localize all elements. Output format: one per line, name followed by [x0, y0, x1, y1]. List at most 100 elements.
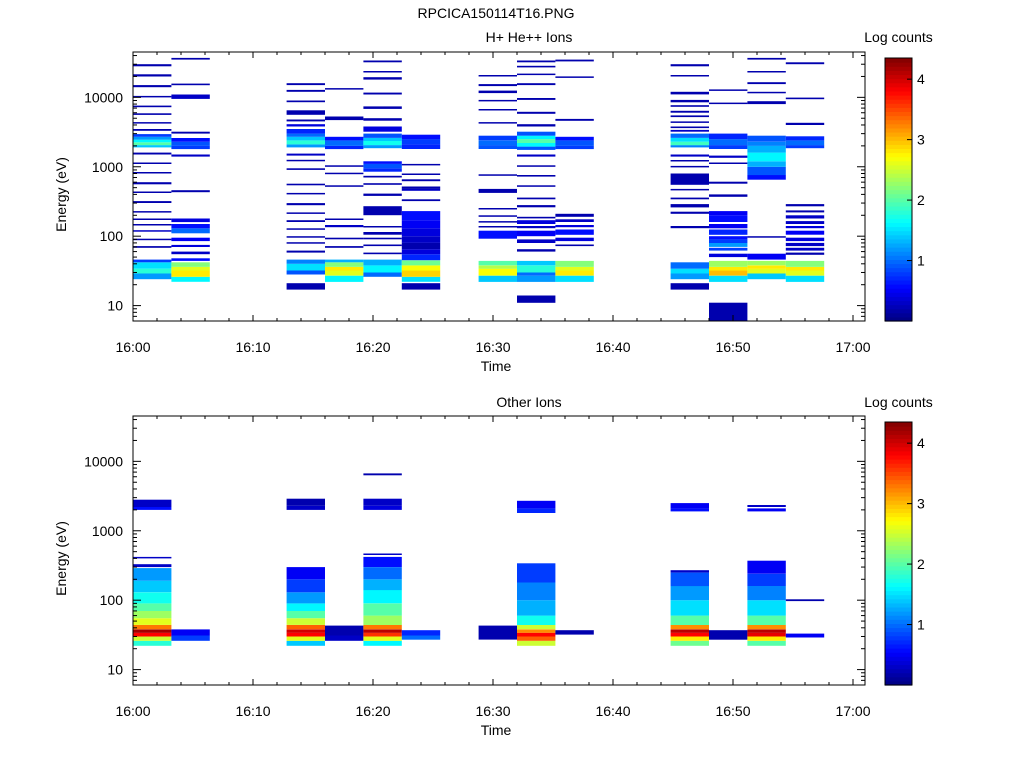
energy-bin-cell	[747, 640, 786, 646]
energy-bin-cell	[555, 244, 594, 247]
energy-bin-cell	[286, 250, 325, 253]
energy-bin-cell	[133, 152, 172, 155]
energy-bin-cell	[363, 590, 402, 604]
y-tick-label: 10000	[84, 453, 123, 469]
energy-bin-cell	[517, 275, 556, 282]
energy-bin-cell	[133, 499, 172, 507]
energy-bin-cell	[325, 185, 364, 187]
energy-bin-cell	[747, 629, 786, 633]
energy-bin-cell	[478, 208, 517, 210]
x-tick-label: 17:00	[835, 339, 870, 355]
colorbar-segment	[885, 222, 912, 228]
energy-bin-cell	[670, 262, 709, 269]
energy-bin-cell	[478, 140, 517, 146]
energy-bin-cell	[133, 273, 172, 280]
colorbar-segment	[885, 594, 912, 600]
energy-bin-cell	[478, 221, 517, 223]
energy-bin-cell	[747, 152, 786, 162]
x-tick-label: 16:50	[715, 339, 750, 355]
energy-bin-cell	[670, 75, 709, 77]
colorbar-segment	[885, 635, 912, 641]
energy-bin-cell	[709, 133, 748, 140]
colorbar-segment	[885, 66, 912, 71]
colorbar-segment	[885, 271, 912, 277]
energy-bin-cell	[517, 249, 556, 252]
x-tick-label: 16:10	[235, 703, 270, 719]
energy-bin-cell	[401, 188, 441, 191]
colorbar-segment	[885, 259, 912, 265]
energy-bin-cell	[325, 259, 364, 263]
y-tick-label: 100	[100, 228, 124, 244]
energy-bin-cell	[363, 138, 402, 141]
colorbar-segment	[885, 226, 912, 232]
energy-bin-cell	[401, 211, 441, 221]
colorbar-segment	[885, 251, 912, 256]
energy-bin-cell	[517, 135, 556, 140]
energy-bin-cell	[286, 133, 325, 137]
energy-bin-cell	[709, 267, 748, 271]
colorbar-segment	[885, 205, 912, 211]
energy-bin-cell	[785, 247, 825, 251]
energy-bin-cell	[325, 270, 364, 276]
colorbar-segment	[885, 442, 912, 448]
energy-bin-cell	[286, 263, 325, 271]
energy-bin-cell	[555, 237, 594, 242]
energy-bin-cell	[133, 113, 172, 115]
energy-bin-cell	[517, 615, 556, 625]
colorbar-segment	[885, 304, 912, 310]
colorbar-segment	[885, 668, 912, 674]
energy-bin-cell	[401, 139, 441, 145]
x-tick-label: 16:00	[115, 339, 150, 355]
energy-bin-cell	[133, 632, 172, 637]
energy-bin-cell	[133, 105, 172, 108]
colorbar-segment	[885, 532, 912, 538]
panel-h-he-ions: H+ He++ Ions Time Energy (eV) 16:00 16:10 16:…	[53, 29, 933, 374]
colorbar-segment	[885, 78, 912, 84]
colorbar-label: Log counts	[864, 394, 933, 410]
energy-bin-cell	[670, 600, 709, 616]
colorbar-segment	[885, 611, 912, 616]
colorbar-segment	[885, 210, 912, 215]
colorbar-segment	[885, 279, 912, 285]
energy-bin-cell	[286, 640, 325, 646]
y-axis-label: Energy (eV)	[53, 521, 69, 596]
energy-bin-cell	[401, 242, 441, 250]
energy-bin-cell	[286, 498, 325, 506]
colorbar-segment	[885, 177, 912, 182]
colorbar-tick-label: 4	[917, 435, 925, 451]
energy-bin-cell	[363, 92, 402, 95]
energy-bin-cell	[747, 253, 786, 260]
energy-bin-cell	[709, 145, 748, 149]
energy-bin-cell	[133, 211, 172, 213]
energy-bin-cell	[401, 254, 441, 261]
energy-bin-cell	[709, 155, 748, 158]
energy-bin-cell	[133, 507, 172, 510]
energy-bin-cell	[709, 630, 748, 640]
colorbar-segment	[885, 218, 912, 223]
energy-bin-cell	[670, 154, 709, 157]
colorbar-segment	[885, 463, 912, 468]
energy-bin-cell	[133, 191, 172, 193]
energy-bin-cell	[171, 262, 210, 267]
energy-bin-cell	[171, 244, 210, 247]
colorbar-segment	[885, 234, 912, 240]
energy-bin-cell	[747, 636, 786, 641]
energy-bin-cell	[133, 238, 172, 241]
colorbar-segment	[885, 467, 912, 472]
energy-bin-cell	[670, 115, 709, 118]
energy-bin-cell	[670, 508, 709, 512]
energy-bin-cell	[478, 226, 517, 228]
x-tick-label: 16:40	[595, 703, 630, 719]
energy-bin-cell	[747, 71, 786, 73]
energy-bin-cell	[555, 118, 594, 121]
colorbar-segment	[885, 524, 912, 530]
energy-bin-cell	[325, 237, 364, 240]
energy-bin-cell	[478, 268, 517, 276]
energy-bin-cell	[171, 276, 210, 282]
energy-bin-cell	[401, 179, 441, 182]
energy-bin-cell	[747, 236, 786, 238]
energy-bin-cell	[363, 556, 402, 567]
energy-bin-cell	[747, 615, 786, 625]
y-tick-label: 100	[100, 592, 124, 608]
energy-bin-cell	[747, 586, 786, 601]
